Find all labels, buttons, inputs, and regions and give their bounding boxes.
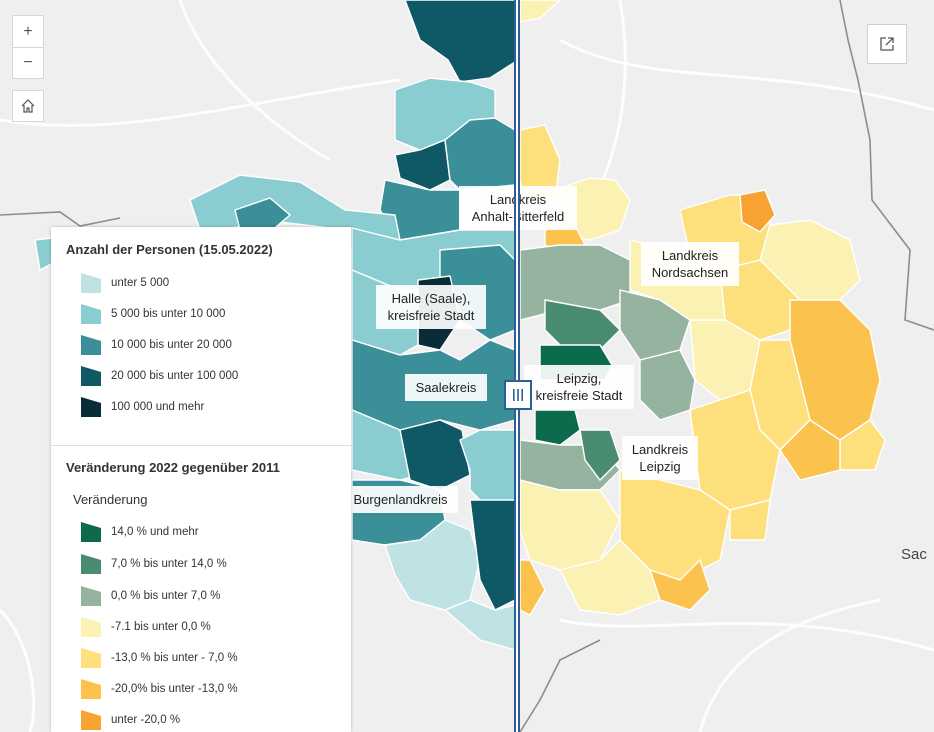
- legend-swatch: [81, 648, 101, 668]
- right-district-layer: [519, 0, 886, 616]
- legend-item: unter 5 000: [81, 273, 169, 293]
- legend-item-label: 100 000 und mehr: [111, 401, 205, 413]
- label-line: Leipzig,: [556, 371, 602, 386]
- legend-item: -13,0 % bis unter - 7,0 %: [81, 648, 238, 668]
- label-nordsachsen: Landkreis Nordsachsen: [641, 242, 739, 286]
- swipe-handle[interactable]: [504, 380, 532, 410]
- label-line: Nordsachsen: [651, 265, 729, 280]
- legend-item-label: 0,0 % bis unter 7,0 %: [111, 590, 221, 602]
- legend-item: 20 000 bis unter 100 000: [81, 366, 238, 386]
- legend-swatch: [81, 710, 101, 730]
- legend-item-label: unter 5 000: [111, 277, 170, 289]
- label-line: Leipzig: [639, 459, 681, 474]
- legend-section2-subtitle: Veränderung: [73, 492, 148, 507]
- legend-item-label: 14,0 % und mehr: [111, 526, 199, 538]
- label-line: Landkreis: [661, 248, 719, 263]
- legend-swatch: [81, 397, 101, 417]
- zoom-out-button[interactable]: −: [12, 47, 44, 79]
- label-saalekreis: Saalekreis: [405, 374, 487, 401]
- legend-swatch: [81, 335, 101, 355]
- legend-item: 5 000 bis unter 10 000: [81, 304, 225, 324]
- swipe-divider[interactable]: [514, 0, 520, 732]
- label-line: Halle (Saale),: [391, 291, 471, 306]
- legend-item: 14,0 % und mehr: [81, 522, 199, 542]
- legend-swatch: [81, 617, 101, 637]
- label-line: kreisfreie Stadt: [387, 308, 475, 323]
- legend-item-label: -7.1 bis unter 0,0 %: [111, 621, 211, 633]
- label-burgenlandkreis: Burgenlandkreis: [343, 486, 458, 513]
- legend-section1-title: Anzahl der Personen (15.05.2022): [66, 242, 273, 257]
- legend-item-label: 7,0 % bis unter 14,0 %: [111, 558, 227, 570]
- legend-item: -7.1 bis unter 0,0 %: [81, 617, 211, 637]
- label-leipzig-stadt: Leipzig, kreisfreie Stadt: [524, 365, 634, 409]
- legend-swatch: [81, 554, 101, 574]
- home-icon: [21, 99, 35, 113]
- label-halle: Halle (Saale), kreisfreie Stadt: [376, 285, 486, 329]
- legend-panel: Anzahl der Personen (15.05.2022) unter 5…: [51, 227, 351, 732]
- legend-section2-title: Veränderung 2022 gegenüber 2011: [66, 460, 280, 475]
- legend-swatch: [81, 522, 101, 542]
- legend-item-label: 5 000 bis unter 10 000: [111, 308, 226, 320]
- legend-item: 100 000 und mehr: [81, 397, 204, 417]
- left-district-layer: [34, 0, 516, 651]
- legend-swatch: [81, 304, 101, 324]
- label-line: Landkreis: [631, 442, 689, 457]
- legend-swatch: [81, 273, 101, 293]
- label-landkreis-leipzig: Landkreis Leipzig: [622, 436, 698, 480]
- label-line: Saalekreis: [415, 380, 477, 395]
- legend-item-label: 20 000 bis unter 100 000: [111, 370, 239, 382]
- legend-item: unter -20,0 %: [81, 710, 180, 730]
- label-edge-city: Sac: [901, 546, 927, 563]
- legend-item: 10 000 bis unter 20 000: [81, 335, 232, 355]
- legend-item: -20,0% bis unter -13,0 %: [81, 679, 238, 699]
- label-line: Burgenlandkreis: [353, 492, 448, 507]
- legend-swatch: [81, 586, 101, 606]
- zoom-in-button[interactable]: +: [12, 15, 44, 47]
- legend-item: 7,0 % bis unter 14,0 %: [81, 554, 227, 574]
- external-link-icon: [880, 37, 894, 51]
- grip-icon: [513, 389, 523, 401]
- legend-item-label: -13,0 % bis unter - 7,0 %: [111, 652, 238, 664]
- fullscreen-button[interactable]: [867, 24, 907, 64]
- home-button[interactable]: [12, 90, 44, 122]
- legend-item-label: -20,0% bis unter -13,0 %: [111, 683, 238, 695]
- legend-item-label: 10 000 bis unter 20 000: [111, 339, 232, 351]
- legend-swatch: [81, 679, 101, 699]
- legend-item-label: unter -20,0 %: [111, 714, 181, 726]
- label-line: kreisfreie Stadt: [535, 388, 623, 403]
- legend-swatch: [81, 366, 101, 386]
- legend-divider: [51, 445, 351, 446]
- legend-item: 0,0 % bis unter 7,0 %: [81, 586, 220, 606]
